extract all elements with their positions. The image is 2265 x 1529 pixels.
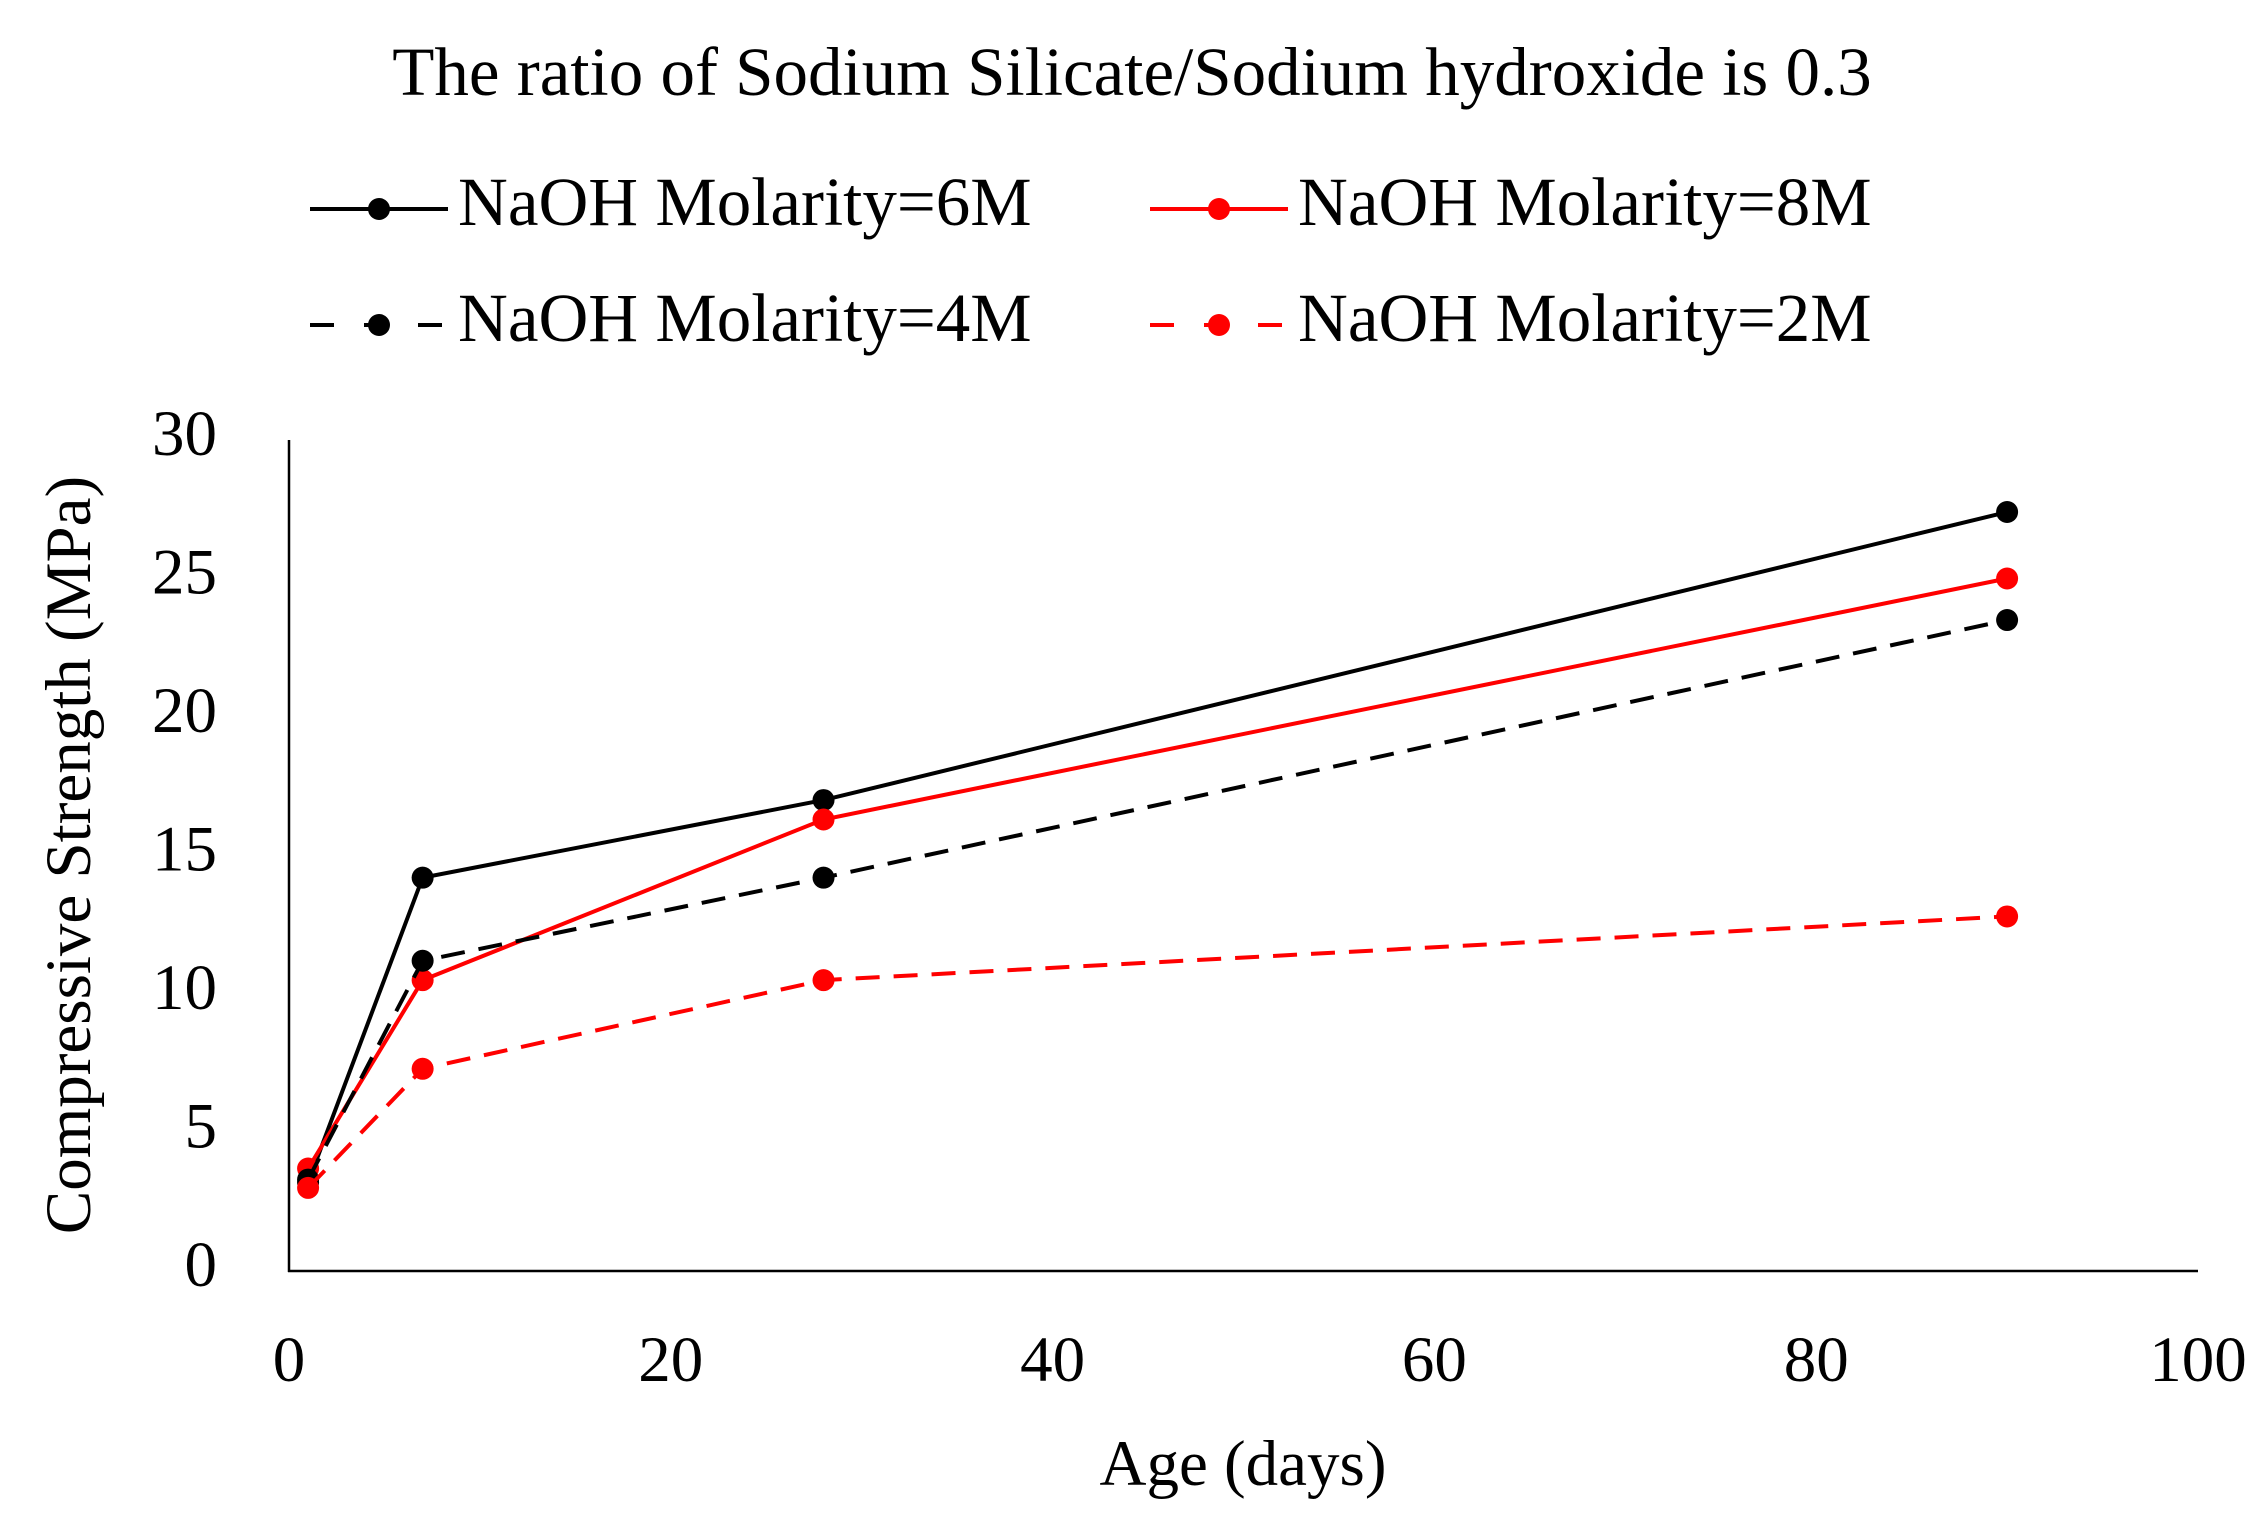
x-tick-label: 60 xyxy=(1402,1324,1467,1396)
legend-label: NaOH Molarity=2M xyxy=(1298,280,1872,356)
data-point xyxy=(1996,501,2019,524)
legend-marker xyxy=(368,314,390,336)
data-point xyxy=(411,949,434,972)
series-line xyxy=(306,914,2008,1190)
chart-title: The ratio of Sodium Silicate/Sodium hydr… xyxy=(392,34,1872,110)
legend-label: NaOH Molarity=4M xyxy=(458,280,1032,356)
x-tick-label: 100 xyxy=(2149,1324,2247,1396)
x-tick-label: 80 xyxy=(1784,1324,1849,1396)
series-line xyxy=(306,618,2008,1181)
x-axis-label: Age (days) xyxy=(1100,1428,1387,1500)
data-point xyxy=(411,1057,434,1080)
legend-marker xyxy=(368,198,390,220)
y-axis-label: Compressive Strength (MPa) xyxy=(33,476,105,1234)
data-point xyxy=(411,866,434,889)
data-point xyxy=(1996,609,2019,632)
x-tick-label: 0 xyxy=(273,1324,306,1396)
data-point xyxy=(812,969,835,992)
y-tick-label: 30 xyxy=(152,398,217,470)
x-tick-label: 20 xyxy=(638,1324,703,1396)
data-point xyxy=(1996,567,2019,590)
legend-label: NaOH Molarity=8M xyxy=(1298,164,1872,240)
y-tick-label: 15 xyxy=(152,813,217,885)
data-point xyxy=(812,808,835,831)
series-line xyxy=(306,510,2008,1184)
data-point xyxy=(297,1176,320,1199)
y-tick-label: 20 xyxy=(152,675,217,747)
series-line xyxy=(306,576,2008,1170)
y-tick-label: 5 xyxy=(185,1090,218,1162)
data-point xyxy=(1996,905,2019,928)
data-point xyxy=(812,866,835,889)
x-tick-label: 40 xyxy=(1020,1324,1085,1396)
y-tick-label: 25 xyxy=(152,536,217,608)
y-tick-label: 10 xyxy=(152,952,217,1024)
data-point xyxy=(812,789,835,812)
legend-marker xyxy=(1208,314,1230,336)
legend-marker xyxy=(1208,198,1230,220)
y-tick-label: 0 xyxy=(185,1229,218,1301)
legend-label: NaOH Molarity=6M xyxy=(458,164,1032,240)
